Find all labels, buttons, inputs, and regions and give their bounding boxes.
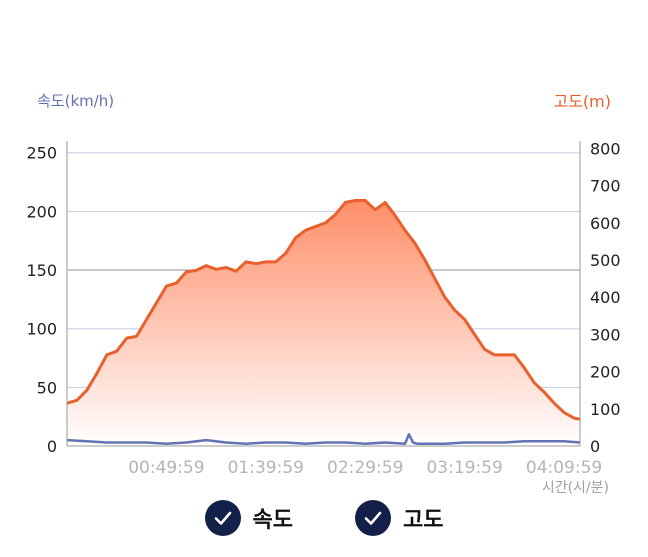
left-tick-label: 200 xyxy=(26,202,57,221)
right-axis-title: 고도(m) xyxy=(553,92,611,111)
legend-item-speed[interactable]: 속도 xyxy=(204,500,293,536)
left-tick-label: 0 xyxy=(47,437,57,456)
right-tick-label: 600 xyxy=(590,214,621,233)
left-tick-label: 50 xyxy=(37,378,57,397)
x-tick-label: 03:19:59 xyxy=(426,458,502,478)
speed-line xyxy=(66,433,581,445)
left-tick-label: 100 xyxy=(26,320,57,339)
legend-item-elevation[interactable]: 고도 xyxy=(355,500,443,536)
axes: 0 50 100 150 200 250 0 100 200 300 400 500 600 700 800… xyxy=(26,139,620,478)
right-tick-label: 700 xyxy=(590,177,621,196)
left-axis-title: 속도(km/h) xyxy=(37,92,114,110)
right-tick-label: 400 xyxy=(590,288,621,307)
x-tick-label: 04:09:59 xyxy=(526,458,602,478)
legend-label-elevation: 고도 xyxy=(403,508,444,533)
legend: 속도 고도 xyxy=(0,500,648,536)
elevation-area xyxy=(67,200,580,446)
right-tick-label: 800 xyxy=(590,139,621,158)
x-tick-label: 02:29:59 xyxy=(327,458,403,478)
x-tick-label: 01:39:59 xyxy=(228,458,304,478)
right-tick-label: 100 xyxy=(590,400,621,419)
right-tick-label: 500 xyxy=(590,251,621,270)
left-tick-label: 250 xyxy=(26,144,57,163)
check-icon[interactable] xyxy=(204,500,241,536)
x-tick-label: 00:49:59 xyxy=(128,458,204,478)
left-tick-label: 150 xyxy=(26,261,57,280)
right-tick-label: 300 xyxy=(590,325,621,344)
right-tick-label: 0 xyxy=(590,437,600,456)
legend-label-speed: 속도 xyxy=(252,508,293,533)
speed-elevation-chart: 0 50 100 150 200 250 0 100 200 300 400 500 600 700 800… xyxy=(26,92,620,496)
check-icon[interactable] xyxy=(355,500,391,536)
right-tick-label: 200 xyxy=(590,363,621,382)
elevation-line xyxy=(66,199,581,421)
series-layer xyxy=(66,199,581,446)
x-axis-title: 시간(시/분) xyxy=(542,480,609,496)
